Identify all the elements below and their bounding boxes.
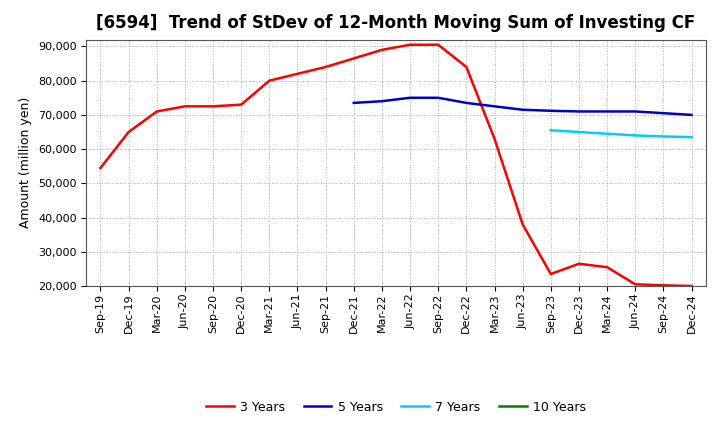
5 Years <box>490 104 499 109</box>
7 Years <box>659 134 667 139</box>
5 Years <box>631 109 639 114</box>
5 Years <box>518 107 527 112</box>
3 Years <box>490 136 499 142</box>
3 Years <box>406 42 415 48</box>
7 Years <box>603 131 611 136</box>
3 Years <box>349 56 358 61</box>
Line: 5 Years: 5 Years <box>354 98 691 115</box>
Line: 7 Years: 7 Years <box>551 130 691 137</box>
3 Years <box>96 165 105 171</box>
3 Years <box>462 64 471 70</box>
Y-axis label: Amount (million yen): Amount (million yen) <box>19 97 32 228</box>
5 Years <box>603 109 611 114</box>
3 Years <box>546 271 555 277</box>
5 Years <box>575 109 583 114</box>
5 Years <box>659 110 667 116</box>
3 Years <box>603 264 611 270</box>
5 Years <box>687 112 696 117</box>
3 Years <box>659 282 667 288</box>
3 Years <box>321 64 330 70</box>
3 Years <box>265 78 274 83</box>
3 Years <box>631 282 639 287</box>
3 Years <box>153 109 161 114</box>
3 Years <box>209 104 217 109</box>
3 Years <box>377 47 386 52</box>
5 Years <box>546 108 555 114</box>
3 Years <box>434 42 443 48</box>
Line: 3 Years: 3 Years <box>101 45 691 286</box>
3 Years <box>575 261 583 266</box>
Legend: 3 Years, 5 Years, 7 Years, 10 Years: 3 Years, 5 Years, 7 Years, 10 Years <box>202 396 590 419</box>
5 Years <box>377 99 386 104</box>
3 Years <box>181 104 189 109</box>
3 Years <box>293 71 302 77</box>
7 Years <box>687 135 696 140</box>
7 Years <box>546 128 555 133</box>
3 Years <box>518 222 527 227</box>
3 Years <box>687 283 696 289</box>
7 Years <box>631 133 639 138</box>
5 Years <box>434 95 443 100</box>
7 Years <box>575 129 583 135</box>
5 Years <box>462 100 471 106</box>
Title: [6594]  Trend of StDev of 12-Month Moving Sum of Investing CF: [6594] Trend of StDev of 12-Month Moving… <box>96 15 696 33</box>
3 Years <box>125 129 133 135</box>
3 Years <box>237 102 246 107</box>
5 Years <box>406 95 415 100</box>
5 Years <box>349 100 358 106</box>
